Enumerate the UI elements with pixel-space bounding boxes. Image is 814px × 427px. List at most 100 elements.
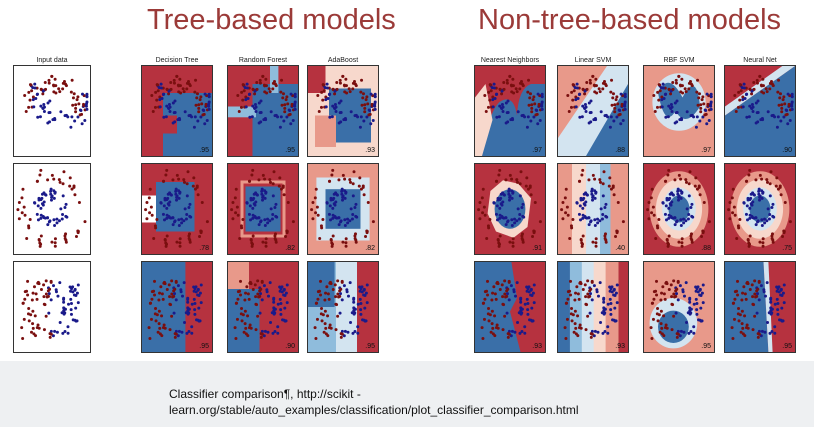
data-point [612, 318, 616, 322]
data-point [314, 336, 318, 340]
data-point [44, 292, 48, 296]
data-point [504, 223, 508, 227]
data-point [239, 279, 243, 283]
data-point [769, 170, 773, 174]
data-point [148, 336, 152, 340]
data-point [587, 216, 591, 220]
data-point [69, 312, 73, 316]
data-point [596, 294, 600, 298]
data-point [604, 84, 608, 88]
data-point [675, 287, 679, 291]
data-point [251, 198, 255, 202]
data-point [338, 111, 342, 115]
data-point [330, 115, 334, 119]
data-point [234, 336, 238, 340]
data-point [736, 224, 740, 228]
data-point [486, 293, 490, 297]
data-point [518, 87, 522, 91]
data-point [577, 212, 581, 216]
data-point [690, 240, 694, 244]
data-point [574, 98, 578, 102]
data-point [187, 329, 191, 333]
data-point [585, 193, 589, 197]
data-point [692, 115, 696, 119]
data-point [148, 187, 152, 191]
data-point [157, 322, 161, 326]
data-point [320, 90, 324, 94]
data-point [316, 297, 320, 301]
data-point [500, 102, 504, 106]
data-point [590, 189, 594, 193]
data-point [745, 204, 749, 208]
data-point [767, 217, 771, 221]
data-point [761, 241, 765, 245]
data-point [741, 98, 745, 102]
data-point [20, 326, 24, 330]
data-point [186, 312, 190, 316]
data-point [561, 200, 565, 204]
data-point [29, 313, 33, 317]
data-point [70, 78, 74, 82]
data-point [364, 291, 368, 295]
data-point [331, 87, 335, 91]
data-point [345, 288, 349, 292]
data-point [70, 115, 74, 119]
data-point [530, 293, 534, 297]
data-point [35, 93, 39, 97]
data-point [752, 193, 756, 197]
data-point [492, 82, 496, 86]
decision-boundary-plot [20, 279, 80, 340]
data-point [687, 213, 691, 217]
data-point [23, 213, 27, 217]
data-point [739, 83, 743, 87]
data-point [488, 217, 492, 221]
data-point [761, 244, 765, 248]
data-point [244, 105, 248, 109]
data-point [494, 93, 498, 97]
data-point [343, 196, 347, 200]
data-point [147, 326, 151, 330]
data-point [651, 301, 655, 305]
data-point [242, 89, 246, 93]
data-point [523, 331, 527, 335]
data-point [742, 82, 746, 86]
data-point [59, 207, 63, 211]
data-point [281, 184, 285, 188]
data-point [55, 217, 59, 221]
data-point [783, 102, 787, 106]
data-point [278, 297, 282, 301]
data-point [540, 107, 544, 111]
data-point [64, 214, 68, 218]
data-point [671, 193, 675, 197]
data-point [760, 177, 764, 181]
data-point [205, 220, 209, 224]
data-point [83, 220, 87, 224]
data-point [575, 86, 579, 90]
data-point [770, 206, 774, 210]
data-point [685, 320, 689, 324]
data-point [700, 291, 704, 295]
data-point [690, 202, 694, 206]
data-point [343, 177, 347, 181]
data-point [736, 279, 740, 283]
data-point [620, 102, 624, 106]
data-point [314, 211, 318, 215]
data-point [63, 307, 67, 311]
data-point [72, 184, 76, 188]
data-point [151, 109, 155, 113]
data-point [276, 115, 280, 119]
data-point [696, 103, 700, 107]
data-point [319, 279, 323, 283]
data-point [163, 238, 167, 242]
data-point [742, 201, 746, 205]
data-point [287, 113, 291, 117]
data-point [679, 218, 683, 222]
data-point [58, 320, 62, 324]
data-point [358, 297, 362, 301]
data-point [185, 81, 189, 85]
data-point [73, 119, 77, 123]
data-point [730, 196, 734, 200]
data-point [505, 311, 509, 315]
data-point [243, 322, 247, 326]
data-point [560, 208, 564, 212]
